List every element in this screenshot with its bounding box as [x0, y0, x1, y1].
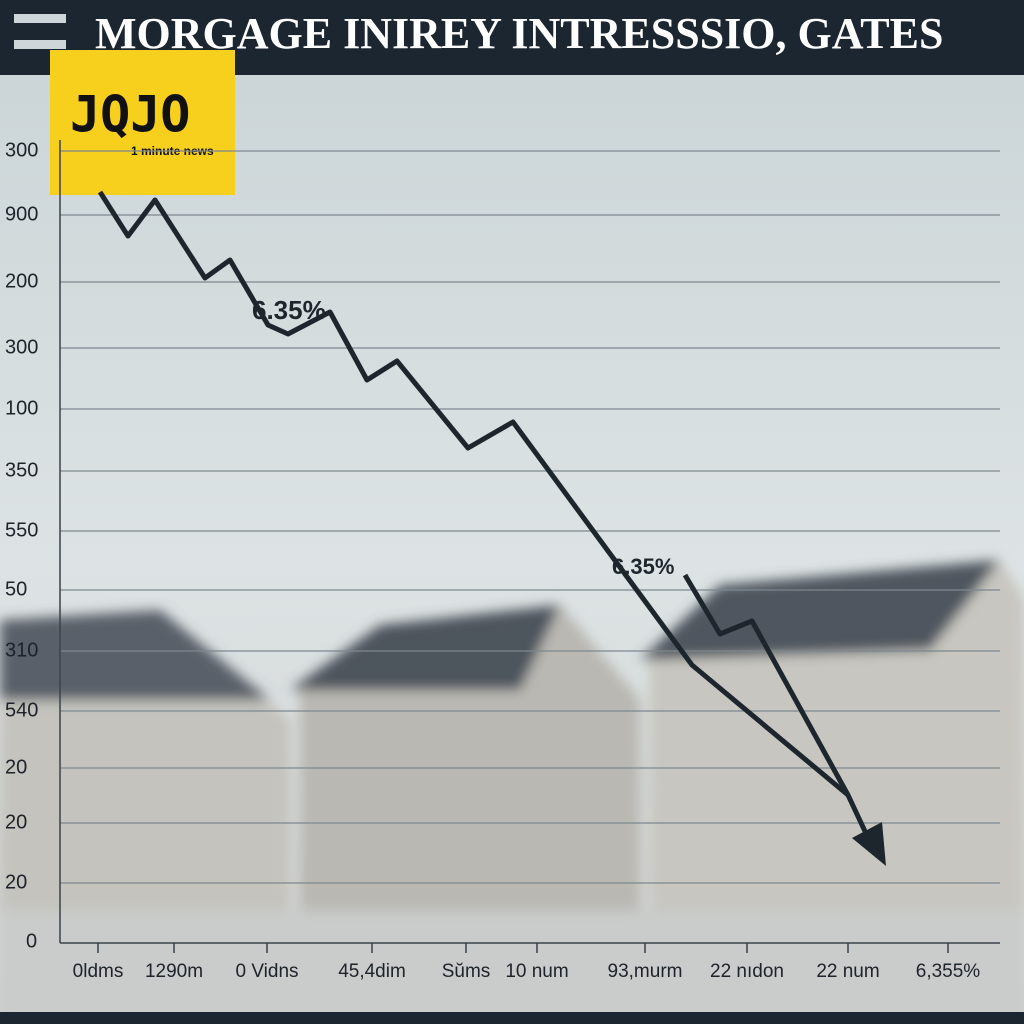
y-axis-label: 540	[5, 699, 38, 721]
x-axis-label: 22 num	[816, 961, 879, 982]
y-axis-label: 100	[5, 397, 38, 419]
y-axis-label: 50	[5, 578, 27, 600]
y-axis-label: 20	[5, 756, 27, 778]
y-axis-label: 350	[5, 459, 38, 481]
annotation: 6.35%	[612, 554, 674, 579]
x-axis-label: 1290m	[145, 961, 203, 982]
y-axis-label: 300	[5, 139, 38, 161]
x-axis-label: Sŭms	[442, 961, 491, 982]
menu-icon[interactable]	[14, 14, 66, 49]
title: MORGAGE INIREY INTRESSSIO, GATES	[95, 9, 943, 58]
y-axis-label: 200	[5, 270, 38, 292]
x-axis-label: 0 Vidns	[235, 961, 298, 982]
x-axis-label: 93,murm	[608, 961, 683, 982]
x-axis-label: 45,4dim	[338, 961, 406, 982]
y-axis-label: 20	[5, 871, 27, 893]
x-axis-label: 6,355%	[916, 961, 981, 982]
arrow-head	[852, 822, 886, 866]
x-axis-label: 0ldms	[73, 961, 124, 982]
x-axis-label: 10 num	[505, 961, 568, 982]
x-axis-label: 22 nıdon	[710, 961, 784, 982]
houses	[0, 560, 1024, 1020]
y-axis-label: 300	[5, 336, 38, 358]
trend-line	[97, 190, 873, 844]
annotation: 6.35%	[252, 295, 326, 325]
footer-bar	[0, 1012, 1024, 1024]
y-axis-label: 20	[5, 811, 27, 833]
y-axis-label: 310	[5, 639, 38, 661]
y-axis-label: 550	[5, 519, 38, 541]
y-axis-label: 0	[26, 930, 37, 952]
y-axis-label: 900	[5, 203, 38, 225]
logo-name: JQJO	[70, 86, 190, 144]
logo-box	[50, 50, 235, 195]
